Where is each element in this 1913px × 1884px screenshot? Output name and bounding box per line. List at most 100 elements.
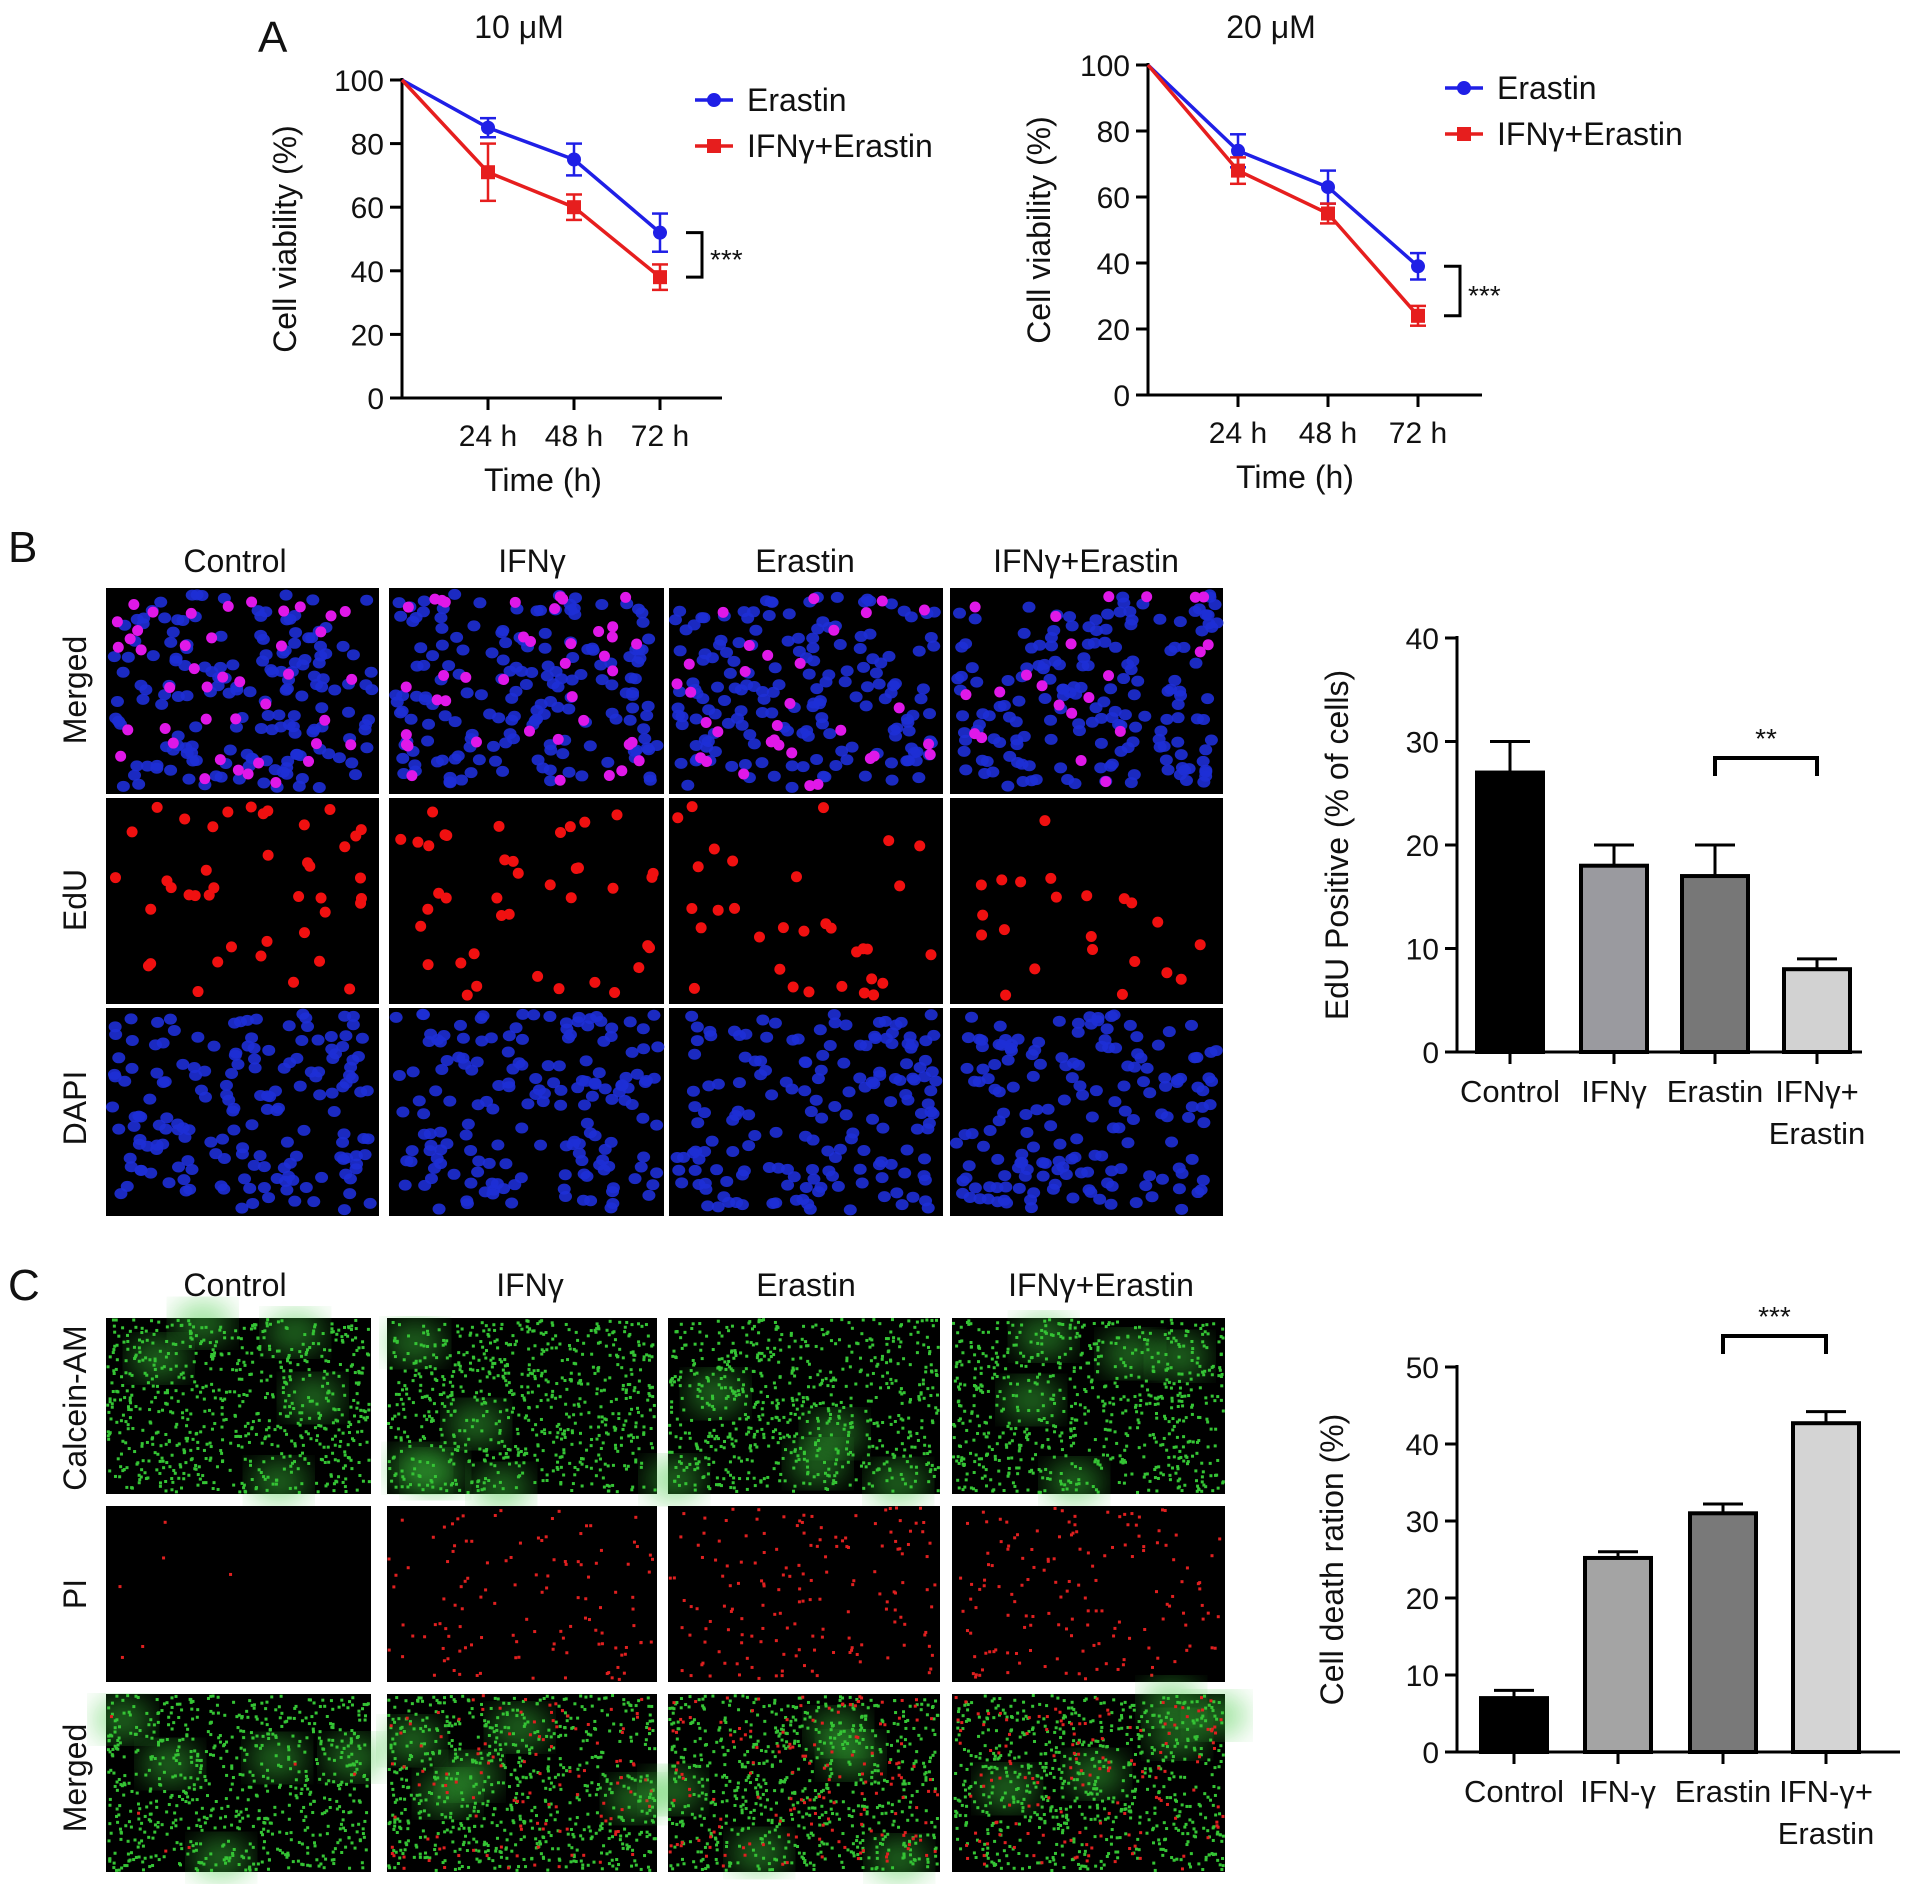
live-cell [265, 1488, 269, 1492]
nucleus [975, 1034, 989, 1046]
live-cell [466, 1698, 470, 1702]
live-cell [619, 1443, 623, 1447]
live-cell [355, 1760, 359, 1764]
nucleus [594, 659, 608, 671]
live-cell [458, 1847, 462, 1851]
live-cell [113, 1730, 117, 1734]
nucleus [295, 690, 309, 702]
live-cell [517, 1451, 521, 1455]
live-cell [185, 1424, 189, 1428]
nucleus [997, 1107, 1011, 1119]
edu-nucleus [960, 689, 972, 701]
live-cell [298, 1454, 302, 1458]
nucleus [398, 1179, 412, 1191]
live-cell [194, 1334, 198, 1338]
nucleus [735, 1199, 749, 1211]
nucleus [1177, 641, 1191, 653]
live-cell [264, 1707, 268, 1711]
live-cell [306, 1863, 310, 1867]
live-cell [450, 1393, 454, 1397]
live-cell [168, 1465, 172, 1469]
live-cell [462, 1840, 466, 1844]
live-cell [570, 1489, 574, 1493]
live-cell [307, 1461, 311, 1465]
nucleus [176, 614, 190, 626]
live-cell [243, 1758, 247, 1762]
dead-cell [624, 1645, 628, 1649]
live-cell [544, 1819, 548, 1823]
nucleus [595, 674, 609, 686]
nucleus [423, 1128, 437, 1140]
live-cell [406, 1485, 410, 1489]
y-tick-label: 40 [1406, 623, 1439, 656]
live-cell [133, 1450, 137, 1454]
dead-cell [229, 1572, 233, 1576]
nucleus [791, 632, 805, 644]
live-cell [170, 1323, 174, 1327]
live-cell [474, 1761, 478, 1765]
dead-cell [421, 1769, 425, 1773]
live-cell [745, 1394, 749, 1398]
live-cell [400, 1811, 404, 1815]
nucleus [976, 1063, 990, 1075]
live-cell [420, 1742, 424, 1746]
live-cell [424, 1851, 428, 1855]
live-cell [436, 1832, 440, 1836]
live-cell [486, 1799, 490, 1803]
nucleus [476, 1010, 490, 1022]
live-cell [187, 1319, 191, 1323]
live-cell [251, 1773, 255, 1777]
live-cell [248, 1865, 252, 1869]
micrograph-dapi [389, 1008, 665, 1216]
cell-cluster [471, 1466, 532, 1511]
live-cell [147, 1818, 151, 1822]
edu-nucleus [918, 604, 930, 616]
live-cell [605, 1713, 609, 1717]
live-cell [647, 1732, 651, 1736]
live-cell [533, 1731, 537, 1735]
live-cell [343, 1732, 347, 1736]
edu-nucleus [283, 668, 295, 680]
dead-cell [569, 1624, 573, 1628]
nucleus [1048, 655, 1062, 667]
live-cell [780, 1333, 784, 1337]
live-cell [488, 1751, 492, 1755]
y-tick-label: 0 [1113, 380, 1130, 413]
nucleus [636, 1023, 650, 1035]
live-cell [228, 1390, 232, 1394]
live-cell [356, 1401, 360, 1405]
nucleus [180, 748, 194, 760]
live-cell [493, 1866, 497, 1870]
live-cell [189, 1448, 193, 1452]
live-cell [307, 1722, 311, 1726]
live-cell [215, 1465, 219, 1469]
live-cell [209, 1814, 213, 1818]
live-cell [260, 1721, 264, 1725]
edu-nucleus [145, 903, 157, 915]
nucleus [977, 1140, 991, 1152]
live-cell [209, 1367, 213, 1371]
y-tick-label: 100 [1080, 50, 1130, 83]
nucleus [913, 1062, 927, 1074]
live-cell [559, 1763, 563, 1767]
live-cell [394, 1472, 398, 1476]
live-cell [178, 1463, 182, 1467]
live-cell [418, 1359, 422, 1363]
live-cell [600, 1867, 604, 1871]
live-cell [581, 1352, 585, 1356]
nucleus [605, 1022, 619, 1034]
edu-nucleus [303, 755, 315, 767]
live-cell [112, 1324, 116, 1328]
edu-nucleus [207, 821, 219, 833]
dead-cell [616, 1665, 620, 1669]
live-cell [650, 1355, 654, 1359]
live-cell [498, 1431, 502, 1435]
edu-nucleus [217, 671, 229, 683]
live-cell [278, 1360, 282, 1364]
nucleus [965, 1011, 979, 1023]
live-cell [403, 1430, 407, 1434]
live-cell [357, 1369, 361, 1373]
nucleus [263, 1091, 277, 1103]
nucleus [756, 1014, 770, 1026]
live-cell [628, 1395, 632, 1399]
